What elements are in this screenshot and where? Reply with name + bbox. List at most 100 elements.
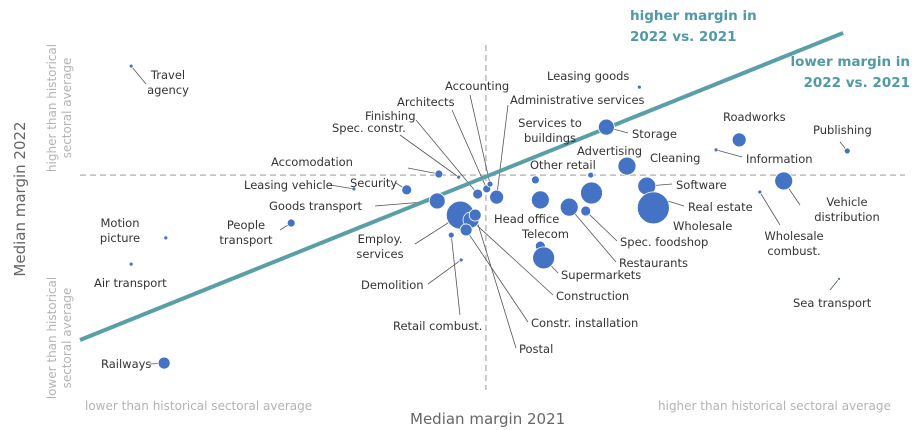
bubble: [837, 277, 841, 281]
leader-line: [427, 259, 462, 285]
point-label: Supermarkets: [561, 268, 642, 282]
bubble: [128, 63, 134, 69]
point-label: Real estate: [688, 200, 753, 214]
leader-line: [759, 191, 781, 226]
point-label: Advertising: [577, 144, 643, 158]
bubble: [587, 171, 595, 179]
bubble: [530, 190, 550, 210]
point-label: Travel agency: [147, 68, 189, 97]
bubble: [163, 235, 169, 241]
annotation: higher margin in 2022 vs. 2021: [630, 8, 757, 45]
leader-line: [496, 104, 509, 198]
point-label: Cleaning: [650, 151, 701, 165]
point-label: Postal: [519, 342, 554, 356]
point-label: Head office: [494, 212, 560, 226]
bubble: [128, 261, 134, 267]
y-axis-label: Median margin 2022: [11, 121, 29, 277]
point-label: Other retail: [530, 158, 596, 172]
bubble: [731, 132, 747, 148]
bubble: [636, 191, 670, 225]
point-label: Restaurants: [619, 256, 688, 270]
point-label: Leasing vehicle: [244, 178, 333, 192]
leader-line: [470, 219, 554, 296]
bubble: [458, 257, 464, 263]
bubble: [157, 356, 171, 370]
leader-line: [451, 109, 488, 190]
bubble: [489, 189, 505, 205]
point-label: Publishing: [813, 123, 872, 137]
y-low-label: lower than historical sectoral average: [45, 276, 74, 400]
point-label: Constr. installation: [531, 316, 639, 330]
bubble: [468, 208, 482, 222]
point-label: Employ. services: [356, 232, 404, 261]
x-axis-label: Median margin 2021: [410, 410, 566, 428]
leader-line: [465, 229, 529, 323]
bubble: [559, 197, 579, 217]
bubble: [713, 147, 719, 153]
leader-line: [407, 167, 439, 175]
point-label: Leasing goods: [547, 69, 630, 83]
point-label: Spec. constr.: [332, 121, 406, 135]
leader-line: [568, 206, 617, 263]
bubble: [447, 231, 455, 239]
bubble: [531, 175, 540, 185]
x-low-label: lower than historical sectoral average: [85, 399, 313, 413]
leader-line: [130, 65, 147, 85]
leader-line: [415, 119, 478, 195]
leader-line: [329, 184, 354, 190]
point-label: Architects: [397, 95, 455, 109]
x-high-label: higher than historical sectoral average: [658, 399, 891, 413]
bubble: [351, 186, 357, 192]
bubble: [636, 84, 642, 90]
leader-line: [715, 149, 743, 158]
point-label: Construction: [556, 289, 630, 303]
leader-line: [474, 214, 517, 349]
bubble: [434, 169, 444, 179]
bubble: [843, 147, 851, 155]
annotation: lower margin in 2022 vs. 2021: [790, 54, 910, 91]
bubble: [459, 223, 473, 237]
bubble: [472, 188, 484, 200]
point-label: Spec. foodshop: [620, 235, 709, 249]
leader-line: [450, 235, 461, 316]
point-label: Information: [746, 152, 813, 166]
point-label: Wholesale combust.: [764, 229, 824, 258]
bubble: [286, 218, 296, 228]
y-high-label: higher than historical sectoral average: [45, 43, 74, 173]
point-label: Goods transport: [269, 199, 363, 213]
point-label: Accomodation: [271, 155, 353, 169]
bubble: [486, 180, 494, 188]
point-label: Retail combust.: [393, 319, 483, 333]
bubble: [532, 246, 556, 270]
point-label: Roadworks: [723, 110, 786, 124]
bubble: [401, 184, 413, 196]
point-label: Telecom: [522, 227, 569, 241]
point-label: Storage: [632, 127, 677, 141]
bubble: [774, 171, 794, 191]
point-label: Air transport: [94, 276, 167, 290]
bubble: [428, 192, 446, 210]
trend-line: [79, 31, 844, 342]
bubble: [617, 156, 637, 176]
bubble: [597, 118, 615, 136]
leader-line: [399, 134, 459, 178]
point-label: Motion picture: [99, 216, 141, 245]
point-label: Vehicle distribution: [814, 195, 880, 224]
point-label: Demolition: [361, 278, 424, 292]
bubble: [456, 174, 462, 180]
bubble: [580, 205, 592, 217]
leader-line: [829, 278, 840, 291]
point-label: Security: [350, 176, 398, 190]
leader-line: [585, 210, 618, 242]
point-label: Software: [676, 178, 727, 192]
point-label: Finishing: [365, 109, 416, 123]
point-label: Administrative services: [510, 93, 645, 107]
leader-line: [469, 94, 491, 185]
point-label: Railways: [101, 357, 152, 371]
point-label: Accounting: [445, 79, 510, 93]
point-label: Wholesale: [673, 219, 733, 233]
bubble: [580, 181, 603, 205]
point-label: Sea transport: [793, 296, 872, 310]
